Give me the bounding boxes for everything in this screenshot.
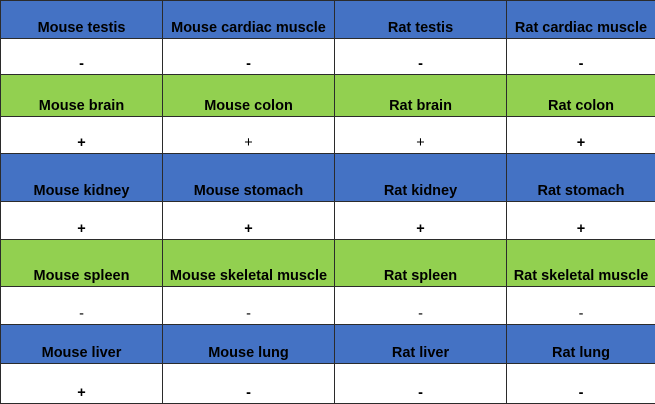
tissue-header-row: Mouse spleen Mouse skeletal muscle Rat s… bbox=[1, 240, 655, 287]
tissue-header-row: Mouse brain Mouse colon Rat brain Rat co… bbox=[1, 75, 655, 117]
result-value: + bbox=[163, 117, 335, 154]
result-value: - bbox=[507, 39, 655, 75]
result-value: - bbox=[335, 39, 507, 75]
result-value: + bbox=[1, 364, 163, 404]
tissue-label: Rat cardiac muscle bbox=[507, 1, 655, 39]
tissue-header-row: Mouse kidney Mouse stomach Rat kidney Ra… bbox=[1, 154, 655, 202]
tissue-label: Rat testis bbox=[335, 1, 507, 39]
result-value: - bbox=[335, 287, 507, 325]
tissue-header-row: Mouse testis Mouse cardiac muscle Rat te… bbox=[1, 1, 655, 39]
result-value: + bbox=[1, 117, 163, 154]
result-row: + + + + bbox=[1, 117, 655, 154]
tissue-label: Mouse lung bbox=[163, 325, 335, 364]
result-value: - bbox=[507, 364, 655, 404]
tissue-label: Rat spleen bbox=[335, 240, 507, 287]
result-value: - bbox=[163, 364, 335, 404]
tissue-label: Mouse liver bbox=[1, 325, 163, 364]
tissue-label: Mouse spleen bbox=[1, 240, 163, 287]
tissue-label: Rat colon bbox=[507, 75, 655, 117]
result-value: - bbox=[335, 364, 507, 404]
result-value: - bbox=[1, 287, 163, 325]
tissue-label: Rat lung bbox=[507, 325, 655, 364]
tissue-label: Mouse testis bbox=[1, 1, 163, 39]
result-value: + bbox=[507, 117, 655, 154]
result-value: + bbox=[335, 117, 507, 154]
tissue-label: Mouse stomach bbox=[163, 154, 335, 202]
result-value: + bbox=[335, 202, 507, 240]
tissue-label: Rat stomach bbox=[507, 154, 655, 202]
tissue-label: Rat liver bbox=[335, 325, 507, 364]
tissue-label: Mouse skeletal muscle bbox=[163, 240, 335, 287]
result-value: + bbox=[1, 202, 163, 240]
tissue-label: Rat kidney bbox=[335, 154, 507, 202]
result-value: + bbox=[507, 202, 655, 240]
tissue-header-row: Mouse liver Mouse lung Rat liver Rat lun… bbox=[1, 325, 655, 364]
result-value: - bbox=[163, 287, 335, 325]
tissue-label: Mouse kidney bbox=[1, 154, 163, 202]
result-row: - - - - bbox=[1, 287, 655, 325]
tissue-label: Mouse brain bbox=[1, 75, 163, 117]
result-value: - bbox=[1, 39, 163, 75]
tissue-label: Rat skeletal muscle bbox=[507, 240, 655, 287]
result-value: + bbox=[163, 202, 335, 240]
result-row: + - - - bbox=[1, 364, 655, 404]
result-value: - bbox=[163, 39, 335, 75]
result-row: - - - - bbox=[1, 39, 655, 75]
tissue-label: Mouse colon bbox=[163, 75, 335, 117]
tissue-label: Rat brain bbox=[335, 75, 507, 117]
result-value: - bbox=[507, 287, 655, 325]
tissue-label: Mouse cardiac muscle bbox=[163, 1, 335, 39]
result-row: + + + + bbox=[1, 202, 655, 240]
